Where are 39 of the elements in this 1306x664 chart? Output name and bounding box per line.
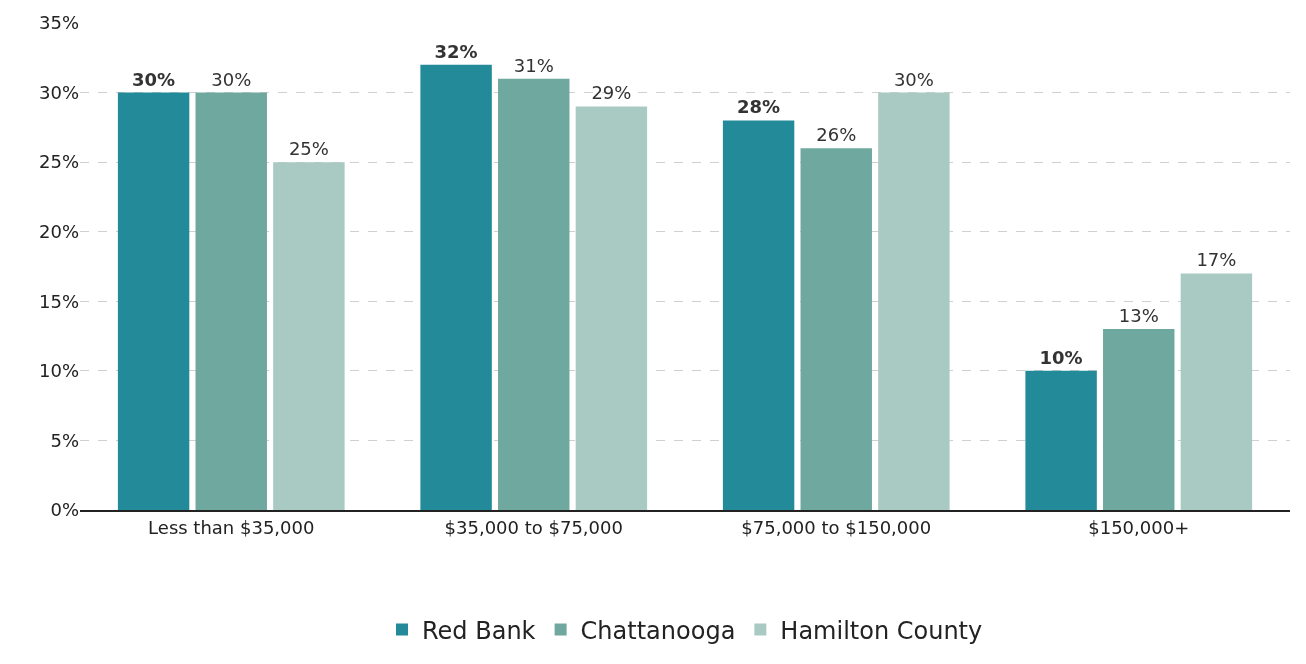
bar [1103,329,1175,510]
x-tick-label: $75,000 to $150,000 [741,516,932,538]
bar [498,78,570,510]
legend-label: Red Bank [422,616,536,645]
bar [575,106,648,510]
x-tick-label: $35,000 to $75,000 [444,516,623,538]
bar [1180,273,1253,510]
data-label: 25% [288,138,329,160]
data-label: 30% [132,68,176,90]
x-tick-label: Less than $35,000 [148,516,315,538]
data-label: 32% [434,40,478,62]
y-tick-label: 25% [38,151,79,173]
bar [878,92,950,510]
y-tick-label: 0% [50,499,79,521]
data-label: 28% [737,96,781,118]
bar [117,92,190,510]
data-label: 17% [1196,249,1237,271]
data-label: 31% [513,54,554,76]
y-tick-label: 15% [38,290,79,312]
y-tick-label: 35% [38,12,79,34]
y-tick-label: 5% [50,429,79,451]
data-label: 13% [1118,305,1159,327]
data-label: 26% [816,124,857,146]
legend-label: Chattanooga [580,616,736,645]
y-tick-label: 30% [38,81,79,103]
data-label: 10% [1039,346,1083,368]
bar [273,162,345,510]
data-label: 30% [211,68,252,90]
bar [1025,370,1097,510]
data-label: 29% [591,82,632,104]
bar [800,148,872,510]
data-label: 30% [893,68,934,90]
bar [722,120,795,510]
bar [195,92,267,510]
legend-label: Hamilton County [780,616,983,645]
x-tick-label: $150,000+ [1088,516,1190,538]
y-tick-label: 10% [38,360,79,382]
bar [420,64,492,510]
y-tick-label: 20% [38,221,79,243]
